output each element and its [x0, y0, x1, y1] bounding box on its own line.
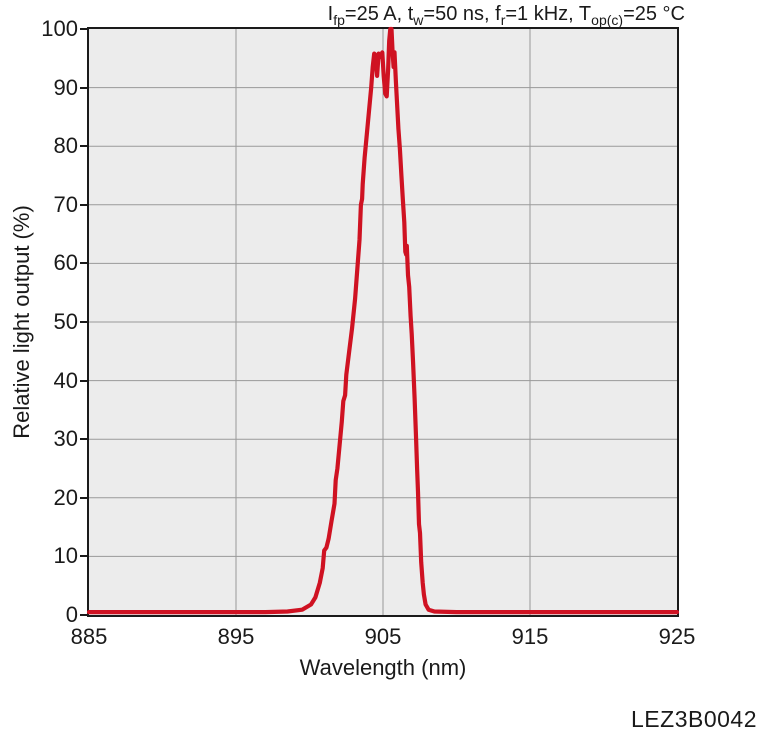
y-tick-label: 40: [53, 367, 78, 393]
x-tick-label: 905: [364, 624, 402, 649]
title-text: =1 kHz, T: [505, 3, 592, 25]
x-tick-label: 915: [511, 624, 549, 649]
y-tick-mark: [80, 321, 87, 323]
title-subscript: w: [413, 12, 424, 28]
y-tick-label: 100: [41, 16, 78, 41]
y-tick-label: 30: [53, 426, 78, 452]
x-tick-label: 885: [70, 624, 108, 649]
y-tick-mark: [80, 379, 87, 382]
y-axis-title: Relative light output (%): [9, 205, 34, 439]
figure-code-label: LEZ3B0042: [631, 706, 757, 732]
y-tick-mark: [80, 496, 87, 499]
y-tick-label: 0: [65, 602, 78, 627]
y-tick-label: 10: [53, 543, 78, 569]
y-tick-mark: [80, 203, 87, 206]
title-text: I: [327, 3, 334, 25]
spectrum-curve-canvas: [86, 26, 680, 615]
y-tick-mark: [80, 145, 87, 148]
title-subscript: op(c): [591, 12, 624, 28]
y-tick-label: 90: [53, 74, 78, 100]
y-tick-mark: [80, 614, 87, 616]
x-tick-label: 925: [658, 624, 696, 649]
y-tick-label: 50: [53, 309, 78, 334]
title-text: =25 °C: [623, 3, 685, 25]
y-tick-mark: [80, 438, 87, 441]
y-tick-mark: [80, 262, 87, 265]
x-tick-label: 895: [217, 624, 255, 649]
y-tick-label: 70: [53, 191, 78, 217]
plot-area: [86, 26, 680, 617]
title-text: =50 ns, f: [423, 3, 501, 25]
chart-title: Ifp=25 A, tw=50 ns, fr=1 kHz, Top(c)=25 …: [89, 2, 685, 28]
spectrum-curve: [86, 26, 680, 615]
y-tick-label: 60: [53, 250, 78, 276]
title-subscript: r: [500, 12, 506, 28]
y-tick-mark: [80, 28, 87, 30]
y-tick-label: 20: [53, 484, 78, 510]
y-tick-mark: [80, 86, 87, 89]
y-tick-mark: [80, 555, 87, 558]
title-subscript: fp: [333, 12, 345, 28]
y-tick-label: 80: [53, 133, 78, 159]
x-axis-title: Wavelength (nm): [299, 655, 467, 680]
title-text: =25 A, t: [344, 3, 414, 25]
